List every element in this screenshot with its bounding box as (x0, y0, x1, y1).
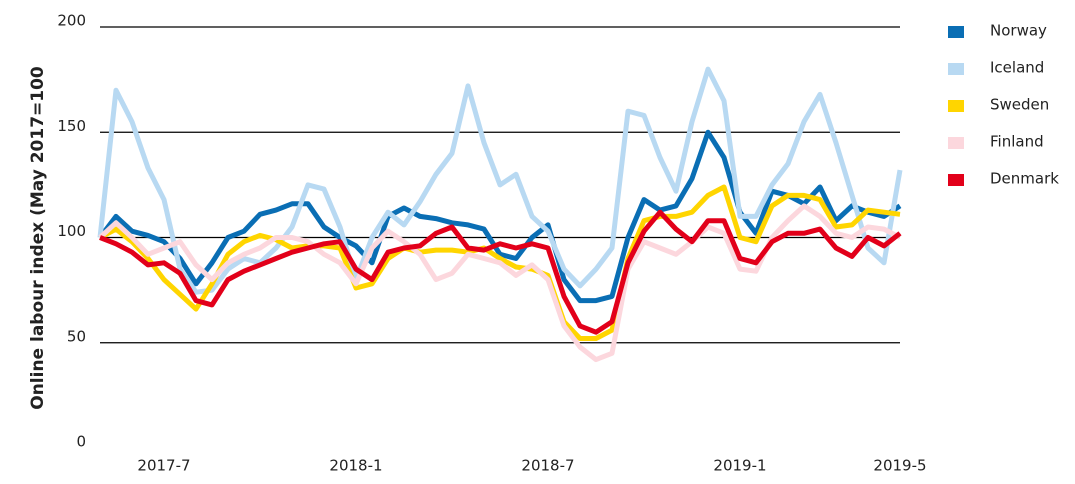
legend-label: Sweden (990, 96, 1049, 114)
series-line (98, 184, 901, 341)
series-line (97, 66, 903, 295)
legend-label: Iceland (990, 59, 1044, 77)
legend-label: Norway (990, 22, 1047, 40)
x-tick-label: 2019-1 (713, 457, 766, 475)
x-tick-label: 2018-1 (329, 457, 382, 475)
y-tick-label: 150 (57, 117, 86, 135)
y-tick-label: 50 (67, 327, 86, 345)
legend-label: Finland (990, 133, 1044, 151)
legend-swatch (948, 63, 964, 75)
series-line (99, 209, 902, 335)
y-tick-label: 0 (76, 433, 86, 451)
x-tick-label: 2019-5 (873, 457, 926, 475)
x-tick-label: 2017-7 (137, 457, 190, 475)
y-tick-label: 200 (57, 12, 86, 30)
legend-swatch (948, 26, 964, 38)
series-line (98, 129, 902, 304)
y-tick-label: 100 (57, 222, 86, 240)
x-tick-label: 2018-7 (521, 457, 574, 475)
legend-swatch (948, 174, 964, 186)
y-axis-label: Online labour index (May 2017=100 (28, 66, 48, 410)
legend-swatch (948, 137, 964, 149)
legend-swatch (948, 100, 964, 112)
legend-label: Denmark (990, 170, 1059, 188)
